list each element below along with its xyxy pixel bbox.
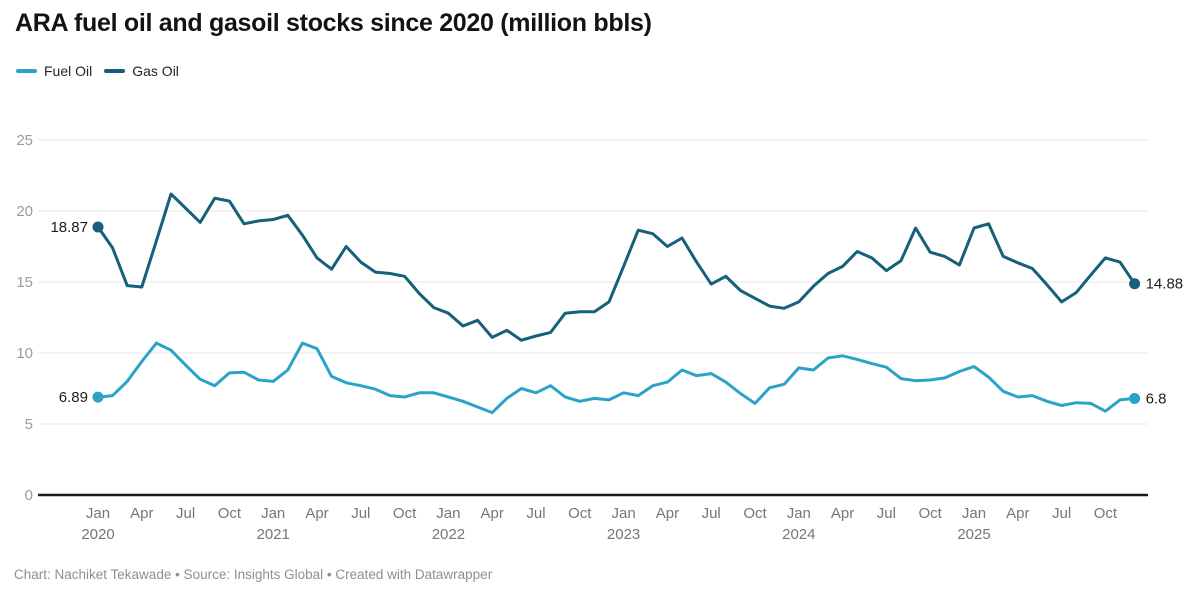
x-tick-label: Jan [86, 505, 110, 522]
x-tick-label: Oct [919, 505, 943, 522]
x-tick-label: Apr [305, 505, 328, 522]
y-tick-label: 20 [16, 203, 33, 220]
x-tick-label: Oct [1094, 505, 1118, 522]
legend-item-fuel-oil: Fuel Oil [16, 63, 92, 79]
legend: Fuel Oil Gas Oil [16, 62, 179, 80]
legend-item-gas-oil: Gas Oil [104, 63, 179, 79]
x-tick-label: Jul [877, 505, 896, 522]
x-tick-label: Jan [962, 505, 986, 522]
x-tick-label: Jul [351, 505, 370, 522]
series-end-dot-fuel-oil [1129, 392, 1141, 404]
x-tick-label: Jul [176, 505, 195, 522]
series-start-value-label-fuel-oil: 6.89 [59, 389, 88, 406]
page-title: ARA fuel oil and gasoil stocks since 202… [15, 9, 652, 37]
x-tick-year-label: 2020 [81, 526, 114, 543]
series-start-dot-gas-oil [92, 221, 104, 233]
footer-attribution: Chart: Nachiket Tekawade • Source: Insig… [14, 567, 493, 582]
series-end-value-label-gas-oil: 14.88 [1146, 276, 1184, 293]
x-tick-label: Jul [1052, 505, 1071, 522]
x-tick-label: Apr [481, 505, 504, 522]
x-tick-label: Apr [130, 505, 153, 522]
x-tick-label: Oct [568, 505, 592, 522]
series-line-gas-oil [96, 192, 1137, 342]
x-tick-label: Oct [743, 505, 767, 522]
series-start-dot-fuel-oil [92, 391, 104, 403]
x-tick-year-label: 2024 [782, 526, 815, 543]
legend-label-fuel-oil: Fuel Oil [44, 63, 93, 79]
x-tick-year-label: 2021 [257, 526, 290, 543]
x-tick-label: Apr [831, 505, 854, 522]
x-tick-label: Jan [787, 505, 811, 522]
x-tick-year-label: 2023 [607, 526, 640, 543]
series-end-value-label-fuel-oil: 6.8 [1146, 390, 1167, 407]
x-tick-label: Oct [218, 505, 242, 522]
x-tick-year-label: 2022 [432, 526, 465, 543]
y-tick-label: 25 [16, 132, 33, 149]
x-tick-label: Jan [261, 505, 285, 522]
series-line-fuel-oil [96, 341, 1137, 415]
x-tick-label: Jul [702, 505, 721, 522]
legend-swatch-fuel-oil [16, 69, 37, 73]
y-tick-label: 5 [25, 416, 33, 433]
x-tick-label: Apr [656, 505, 679, 522]
x-tick-year-label: 2025 [957, 526, 990, 543]
legend-swatch-gas-oil [104, 69, 126, 73]
x-tick-label: Oct [393, 505, 417, 522]
y-tick-label: 10 [16, 345, 33, 362]
x-tick-label: Jan [612, 505, 636, 522]
x-tick-label: Jan [436, 505, 460, 522]
series-end-dot-gas-oil [1129, 278, 1141, 290]
x-tick-label: Apr [1006, 505, 1029, 522]
x-tick-label: Jul [526, 505, 545, 522]
y-tick-label: 0 [25, 487, 33, 504]
y-tick-label: 15 [16, 274, 33, 291]
series-start-value-label-gas-oil: 18.87 [50, 219, 88, 236]
legend-label-gas-oil: Gas Oil [132, 63, 179, 79]
